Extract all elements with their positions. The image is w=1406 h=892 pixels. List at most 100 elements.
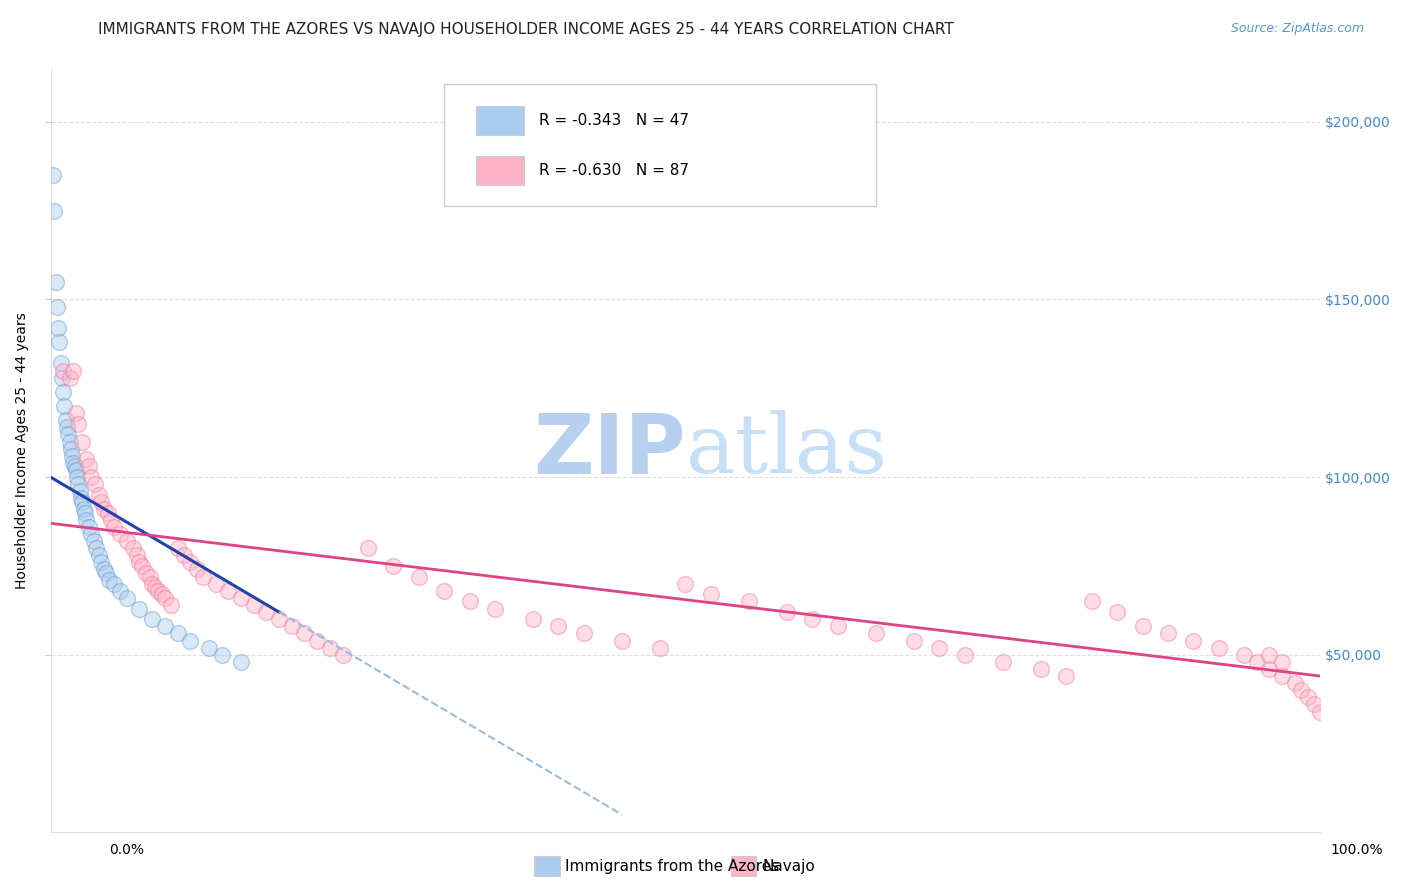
Point [103, 520, 125, 534]
FancyBboxPatch shape [475, 106, 524, 135]
Point [56, 420, 79, 434]
Point [217, 583, 239, 598]
Point [1246, 655, 1268, 669]
Point [49, 356, 72, 370]
Point [484, 601, 506, 615]
Point [96, 566, 118, 580]
Point [128, 555, 150, 569]
Text: IMMIGRANTS FROM THE AZORES VS NAVAJO HOUSEHOLDER INCOME AGES 25 - 44 YEARS CORRE: IMMIGRANTS FROM THE AZORES VS NAVAJO HOU… [98, 22, 955, 37]
Point [65, 463, 87, 477]
Point [115, 591, 138, 605]
Point [77, 459, 100, 474]
Point [953, 648, 976, 662]
Point [141, 612, 163, 626]
Point [307, 633, 329, 648]
Point [1208, 640, 1230, 655]
Point [62, 456, 84, 470]
Point [60, 449, 83, 463]
Point [547, 619, 569, 633]
Text: R = -0.630   N = 87: R = -0.630 N = 87 [540, 162, 689, 178]
Point [150, 587, 173, 601]
Point [100, 513, 122, 527]
Point [801, 612, 824, 626]
Point [281, 619, 304, 633]
Point [135, 566, 157, 580]
Point [1182, 633, 1205, 648]
Point [198, 640, 221, 655]
Point [52, 384, 75, 399]
Y-axis label: Householder Income Ages 25 - 44 years: Householder Income Ages 25 - 44 years [15, 312, 30, 589]
Point [72, 495, 94, 509]
Point [211, 648, 233, 662]
Point [204, 576, 226, 591]
Point [254, 605, 277, 619]
Point [673, 576, 696, 591]
Point [173, 549, 195, 563]
Point [319, 640, 342, 655]
Point [1271, 655, 1294, 669]
Point [73, 506, 96, 520]
Text: Immigrants from the Azores: Immigrants from the Azores [565, 859, 779, 873]
Point [77, 520, 100, 534]
Point [1284, 676, 1306, 690]
Point [572, 626, 595, 640]
Point [776, 605, 799, 619]
Point [1258, 662, 1281, 676]
Point [93, 562, 115, 576]
FancyBboxPatch shape [475, 155, 524, 185]
Point [58, 427, 80, 442]
Point [103, 576, 125, 591]
Point [44, 203, 66, 218]
Point [1054, 669, 1077, 683]
Point [179, 633, 201, 648]
Point [179, 555, 201, 569]
Text: ZIP: ZIP [533, 410, 685, 491]
Point [1309, 705, 1331, 719]
Point [242, 598, 264, 612]
Point [66, 470, 89, 484]
Point [87, 488, 110, 502]
Point [141, 576, 163, 591]
Point [67, 417, 90, 431]
Point [458, 594, 481, 608]
Point [191, 569, 214, 583]
Point [84, 477, 107, 491]
Point [53, 399, 76, 413]
Text: Navajo: Navajo [762, 859, 815, 873]
Point [522, 612, 544, 626]
Point [58, 434, 80, 449]
Point [928, 640, 950, 655]
Point [45, 300, 67, 314]
Point [59, 442, 82, 456]
Point [153, 619, 176, 633]
Point [58, 370, 80, 384]
Point [229, 655, 252, 669]
Point [827, 619, 849, 633]
Point [294, 626, 316, 640]
Point [1289, 683, 1312, 698]
Point [903, 633, 925, 648]
Point [87, 549, 110, 563]
Point [48, 335, 70, 350]
Point [648, 640, 671, 655]
Point [72, 502, 94, 516]
Point [166, 626, 188, 640]
FancyBboxPatch shape [444, 84, 876, 206]
Point [1303, 698, 1326, 712]
Point [160, 598, 183, 612]
Point [357, 541, 380, 556]
Point [72, 434, 94, 449]
Point [65, 406, 87, 420]
Point [63, 459, 86, 474]
Text: Source: ZipAtlas.com: Source: ZipAtlas.com [1230, 22, 1364, 36]
Point [70, 491, 93, 506]
Point [97, 506, 120, 520]
Point [46, 321, 69, 335]
Point [408, 569, 430, 583]
Point [1029, 662, 1052, 676]
Point [1132, 619, 1154, 633]
Point [55, 413, 77, 427]
Point [610, 633, 633, 648]
Point [128, 601, 150, 615]
Point [69, 484, 91, 499]
